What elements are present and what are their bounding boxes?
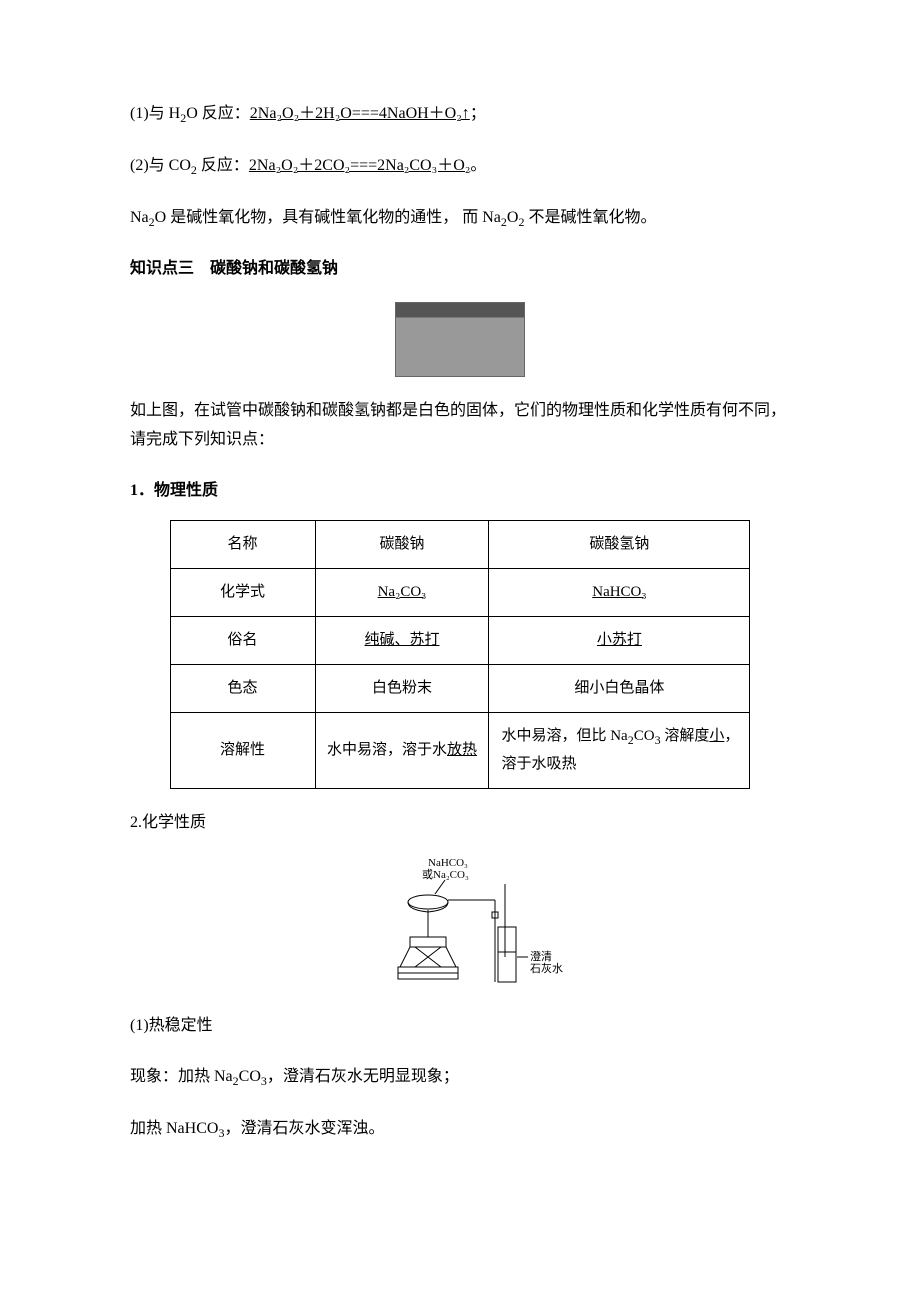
td-sol-label: 溶解性	[170, 712, 315, 789]
td-formula-nahco3: NaHCO₃	[489, 568, 750, 616]
table-row-state: 色态 白色粉末 细小白色晶体	[170, 664, 750, 712]
td-formula-na2co3: Na₂CO₃	[315, 568, 489, 616]
th-na2co3: 碳酸钠	[315, 520, 489, 568]
formula-nahco3: NaHCO₃	[592, 584, 646, 600]
test-tubes-image	[395, 302, 525, 377]
ph2-p2: ，澄清石灰水变浑浊。	[224, 1120, 384, 1137]
td-state-na2co3: 白色粉末	[315, 664, 489, 712]
table-row-formula: 化学式 Na₂CO₃ NaHCO₃	[170, 568, 750, 616]
td-common-label: 俗名	[170, 616, 315, 664]
th-name: 名称	[170, 520, 315, 568]
r2-suffix: 。	[470, 157, 486, 174]
sol-c2-p1: 水中易溶，溶于水	[327, 742, 447, 758]
r2-equation: 2Na₂O₂＋2CO₂===2Na₂CO₃＋O₂	[249, 157, 470, 174]
formula-na2co3: Na₂CO₃	[378, 584, 427, 600]
properties-table: 名称 碳酸钠 碳酸氢钠 化学式 Na₂CO₃ NaHCO₃ 俗名 纯碱、苏打 小…	[170, 520, 751, 790]
th-nahco3: 碳酸氢钠	[489, 520, 750, 568]
ph1-p2: CO	[239, 1068, 261, 1085]
section-2-title: 2.化学性质	[130, 809, 790, 838]
apparatus-label-top1: NaHCO₃	[428, 857, 468, 869]
table-row-solubility: 溶解性 水中易溶，溶于水放热 水中易溶，但比 Na2CO3 溶解度小，溶于水吸热	[170, 712, 750, 789]
phenomenon-2: 加热 NaHCO3，澄清石灰水变浑浊。	[130, 1115, 790, 1145]
note-p2: O 是碱性氧化物，具有碱性氧化物的通性， 而 Na	[155, 209, 501, 226]
td-state-label: 色态	[170, 664, 315, 712]
sol-c3-u1: 小	[709, 728, 724, 744]
td-sol-nahco3: 水中易溶，但比 Na2CO3 溶解度小，溶于水吸热	[489, 712, 750, 789]
sol-c2-u: 放热	[447, 742, 477, 758]
table-row-header: 名称 碳酸钠 碳酸氢钠	[170, 520, 750, 568]
td-common-nahco3: 小苏打	[489, 616, 750, 664]
heading-section-3: 知识点三 碳酸钠和碳酸氢钠	[130, 255, 790, 284]
td-sol-na2co3: 水中易溶，溶于水放热	[315, 712, 489, 789]
r1-mid: O 反应：	[186, 105, 250, 122]
sol-c3-p3: 溶解度	[661, 728, 710, 744]
ph1-p3: ，澄清石灰水无明显现象；	[267, 1068, 459, 1085]
ph1-p1: 现象：加热 Na	[130, 1068, 233, 1085]
section-1-title: 1．物理性质	[130, 477, 790, 506]
reaction-2: (2)与 CO2 反应：2Na₂O₂＋2CO₂===2Na₂CO₃＋O₂。	[130, 152, 790, 182]
r1-equation: 2Na₂O₂＋2H₂O===4NaOH＋O₂↑	[250, 105, 470, 122]
na2o-note: Na2O 是碱性氧化物，具有碱性氧化物的通性， 而 Na2O2 不是碱性氧化物。	[130, 204, 790, 234]
r2-prefix: (2)与 CO	[130, 157, 191, 174]
apparatus-diagram: NaHCO₃ 或Na₂CO₃ 澄清 石灰水	[350, 852, 570, 992]
note-p1: Na	[130, 209, 149, 226]
sol-c3-p1: 水中易溶，但比 Na	[501, 728, 627, 744]
apparatus-label-right1: 澄清	[530, 949, 552, 963]
note-p4: 不是碱性氧化物。	[524, 209, 656, 226]
r1-suffix: ；	[470, 105, 486, 122]
sol-c3-p2: CO	[634, 728, 655, 744]
apparatus-label-top2: 或Na₂CO₃	[422, 868, 469, 881]
ph2-p1: 加热 NaHCO	[130, 1120, 218, 1137]
intro-paragraph: 如上图，在试管中碳酸钠和碳酸氢钠都是白色的固体，它们的物理性质和化学性质有何不同…	[130, 397, 790, 455]
td-state-nahco3: 细小白色晶体	[489, 664, 750, 712]
common-nahco3: 小苏打	[597, 632, 642, 648]
td-common-na2co3: 纯碱、苏打	[315, 616, 489, 664]
common-na2co3: 纯碱、苏打	[364, 632, 439, 648]
r2-mid: 反应：	[197, 157, 249, 174]
phenomenon-1: 现象：加热 Na2CO3，澄清石灰水无明显现象；	[130, 1063, 790, 1093]
subsection-1-title: (1)热稳定性	[130, 1012, 790, 1041]
reaction-1: (1)与 H2O 反应：2Na₂O₂＋2H₂O===4NaOH＋O₂↑；	[130, 100, 790, 130]
r1-prefix: (1)与 H	[130, 105, 180, 122]
note-p3: O	[507, 209, 519, 226]
table-row-common: 俗名 纯碱、苏打 小苏打	[170, 616, 750, 664]
apparatus-label-right2: 石灰水	[530, 961, 563, 975]
td-formula-label: 化学式	[170, 568, 315, 616]
